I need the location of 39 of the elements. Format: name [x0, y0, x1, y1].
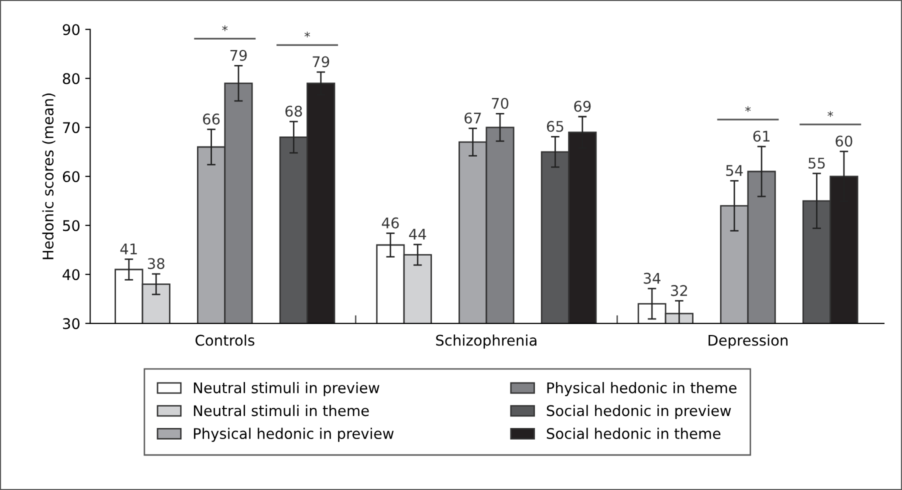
legend-label: Social hedonic in preview — [546, 404, 731, 420]
annotation: * — [828, 111, 834, 117]
data-label: 79 — [230, 50, 247, 61]
y-tick-label: 30 — [63, 318, 80, 330]
legend-label: Neutral stimuli in preview — [194, 382, 380, 396]
data-label: 65 — [546, 120, 564, 132]
data-label: 38 — [148, 258, 164, 270]
x-tick-label: Controls — [196, 334, 254, 346]
data-label: 34 — [644, 272, 660, 284]
data-label: 60 — [836, 136, 852, 147]
x-tick-label: Schizophrenia — [436, 334, 536, 349]
data-label: 69 — [574, 100, 591, 112]
y-tick-label: 50 — [63, 220, 80, 232]
annotation: * — [304, 32, 310, 38]
data-label: 61 — [753, 130, 770, 142]
y-tick-label: 40 — [62, 269, 80, 280]
legend-label: Physical hedonic in theme — [547, 382, 736, 396]
data-label: 55 — [808, 158, 825, 169]
data-label: 79 — [312, 56, 330, 68]
legend-label: Social hedonic in theme — [546, 428, 720, 440]
data-label: 54 — [726, 165, 743, 176]
x-tick-label: Depression — [708, 334, 788, 349]
y-tick-label: 80 — [62, 73, 80, 84]
data-label: 41 — [120, 244, 137, 254]
data-label: 67 — [464, 112, 481, 124]
annotation: * — [222, 25, 228, 32]
y-tick-label: 90 — [62, 24, 80, 36]
data-label: 32 — [671, 285, 687, 296]
annotation: * — [745, 106, 751, 112]
data-label: 70 — [492, 98, 508, 109]
y-axis-title: Hedonic scores (mean) — [42, 94, 56, 260]
data-label: 46 — [382, 217, 399, 228]
data-label: 66 — [203, 114, 220, 125]
y-tick-label: 70 — [63, 122, 80, 134]
data-label: 68 — [285, 106, 302, 117]
legend-label: Neutral stimuli in theme — [194, 404, 369, 416]
legend-label: Physical hedonic in preview — [194, 428, 394, 442]
y-tick-label: 60 — [62, 171, 80, 182]
data-label: 44 — [409, 228, 426, 240]
